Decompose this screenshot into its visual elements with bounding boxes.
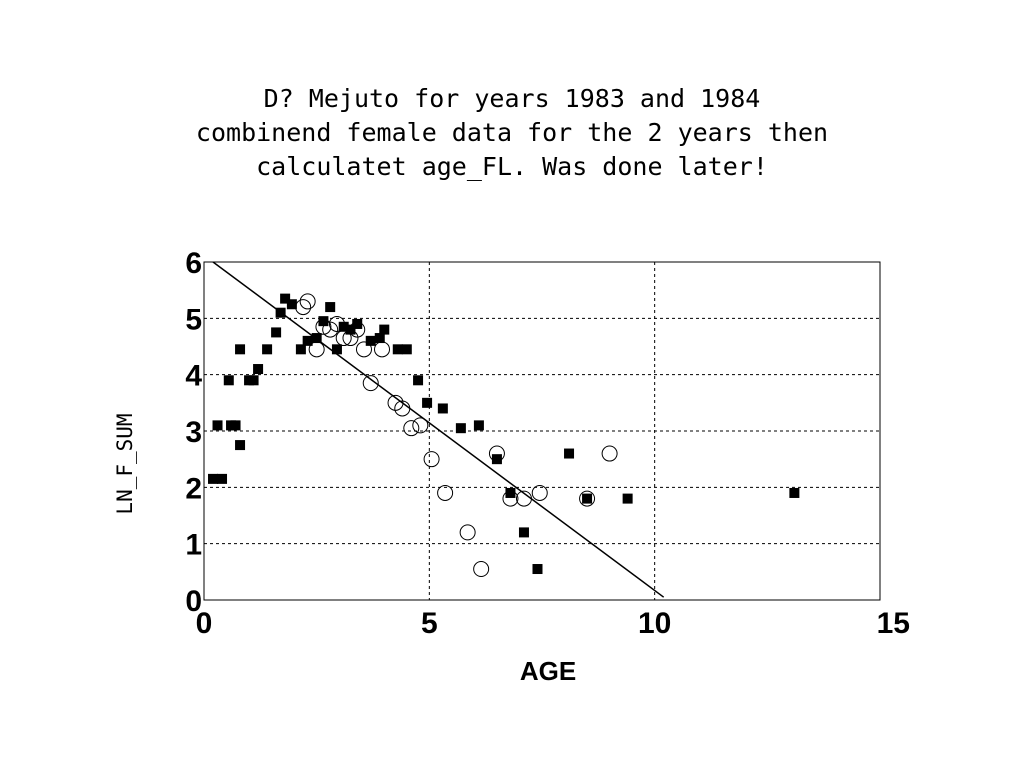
y-tick-label: 6 xyxy=(185,247,202,280)
data-point-square xyxy=(212,420,223,431)
data-point-circle xyxy=(579,490,596,507)
data-point-square xyxy=(789,487,800,498)
data-point-square xyxy=(295,344,306,355)
y-tick-label: 4 xyxy=(185,360,202,393)
data-point-square xyxy=(235,344,246,355)
data-point-circle xyxy=(315,318,332,335)
data-point-square xyxy=(422,397,433,408)
data-point-square xyxy=(401,344,412,355)
data-point-square xyxy=(318,316,329,327)
data-point-square xyxy=(325,302,336,313)
data-point-square xyxy=(235,440,246,451)
data-point-circle xyxy=(362,375,379,392)
data-point-square xyxy=(217,473,228,484)
data-marks xyxy=(208,261,800,598)
data-point-square xyxy=(253,364,264,375)
data-point-square xyxy=(437,403,448,414)
data-point-square xyxy=(262,344,273,355)
data-point-square xyxy=(208,473,219,484)
data-point-circle xyxy=(601,445,618,462)
chart-title-line-3: calculatet age_FL. Was done later! xyxy=(256,152,768,181)
data-point-circle xyxy=(394,400,411,417)
data-point-square xyxy=(473,420,484,431)
y-tick-label: 5 xyxy=(185,303,202,336)
x-tick-label: 15 xyxy=(877,607,910,640)
data-point-circle xyxy=(473,561,490,578)
x-tick-label: 0 xyxy=(196,607,213,640)
data-point-square xyxy=(230,420,241,431)
data-point-circle xyxy=(328,315,345,332)
data-point-circle xyxy=(459,524,476,541)
y-tick-label: 3 xyxy=(185,416,202,449)
data-point-square xyxy=(532,564,543,575)
y-axis-label: LN_F_SUM xyxy=(113,413,137,514)
data-point-square xyxy=(311,333,322,344)
data-point-square xyxy=(622,493,633,504)
data-point-square xyxy=(518,527,529,538)
fit-line xyxy=(212,261,665,598)
data-point-circle xyxy=(299,293,316,310)
data-point-square xyxy=(582,493,593,504)
grid xyxy=(204,262,880,600)
data-point-square xyxy=(564,448,575,459)
data-point-circle xyxy=(295,299,312,316)
data-point-square xyxy=(352,318,363,329)
data-point-square xyxy=(505,487,516,498)
data-point-circle xyxy=(437,484,454,501)
x-tick-label: 5 xyxy=(421,607,438,640)
data-point-square xyxy=(286,299,297,310)
data-point-square xyxy=(271,327,282,338)
x-axis-label: AGE xyxy=(520,656,576,686)
data-point-circle xyxy=(349,321,366,338)
data-point-square xyxy=(491,454,502,465)
data-point-square xyxy=(379,324,390,335)
data-point-square xyxy=(275,307,286,318)
data-point-circle xyxy=(342,330,359,347)
chart-title-line-1: D? Mejuto for years 1983 and 1984 xyxy=(264,84,761,113)
y-tick-label: 2 xyxy=(185,472,202,505)
y-tick-label: 1 xyxy=(185,529,202,562)
data-point-square xyxy=(331,344,342,355)
data-point-circle xyxy=(335,330,352,347)
data-point-circle xyxy=(502,490,519,507)
data-point-square xyxy=(455,423,466,434)
data-point-circle xyxy=(403,420,420,437)
data-point-circle xyxy=(531,484,548,501)
data-point-square xyxy=(223,375,234,386)
tick-labels: 0 1 2 3 4 5 6 0 5 10 15 xyxy=(185,247,910,640)
y-tick-label: 0 xyxy=(185,585,202,618)
data-point-square xyxy=(248,375,259,386)
plot-frame xyxy=(203,261,881,601)
data-point-circle xyxy=(355,341,372,358)
data-point-circle xyxy=(374,341,391,358)
data-point-square xyxy=(392,344,403,355)
x-tick-label: 10 xyxy=(638,607,671,640)
data-point-square xyxy=(374,333,385,344)
chart-title-line-2: combinend female data for the 2 years th… xyxy=(196,118,828,147)
data-point-circle xyxy=(423,451,440,468)
data-point-circle xyxy=(515,490,532,507)
data-point-circle xyxy=(322,321,339,338)
data-point-square xyxy=(365,335,376,346)
data-point-square xyxy=(413,375,424,386)
data-point-square xyxy=(302,335,313,346)
data-point-circle xyxy=(387,394,404,411)
data-point-square xyxy=(280,293,291,304)
data-point-circle xyxy=(488,445,505,462)
data-point-circle xyxy=(412,417,429,434)
data-point-circle xyxy=(308,341,325,358)
data-point-square xyxy=(345,324,356,335)
